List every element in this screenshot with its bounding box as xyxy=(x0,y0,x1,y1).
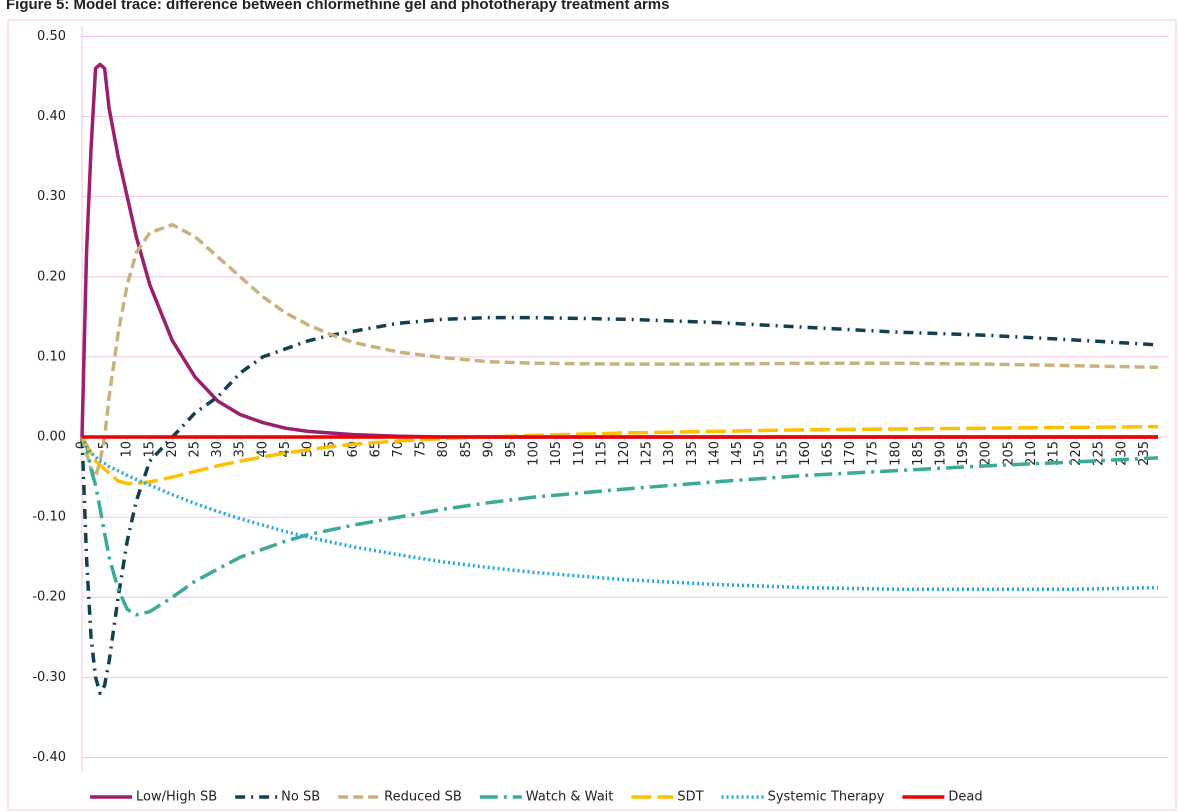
y-tick-label: -0.40 xyxy=(32,750,66,765)
legend-label: Low/High SB xyxy=(136,790,217,805)
x-tick-label: 200 xyxy=(979,441,994,466)
x-tick-label: 25 xyxy=(188,441,203,458)
x-tick-label: 175 xyxy=(866,441,881,466)
x-tick-label: 85 xyxy=(459,441,474,458)
x-tick-label: 160 xyxy=(798,441,813,466)
x-tick-label: 65 xyxy=(368,441,383,458)
legend-label: No SB xyxy=(281,790,320,805)
series-line xyxy=(80,436,1159,617)
x-tick-label: 105 xyxy=(549,441,564,466)
x-tick-label: 190 xyxy=(933,441,948,466)
y-tick-label: -0.10 xyxy=(32,510,66,525)
x-tick-label: 15 xyxy=(142,441,157,458)
y-tick-label: -0.20 xyxy=(32,590,66,605)
series-line xyxy=(80,315,1159,696)
x-tick-label: 155 xyxy=(775,441,790,466)
legend-label: Systemic Therapy xyxy=(768,790,885,805)
chart-title: Figure 5: Model trace: difference betwee… xyxy=(6,0,669,13)
chart-frame xyxy=(7,19,1177,811)
x-tick-label: 100 xyxy=(527,441,542,466)
x-tick-label: 80 xyxy=(436,441,451,458)
x-tick-label: 195 xyxy=(956,441,971,466)
x-tick-label: 75 xyxy=(414,441,429,458)
x-tick-label: 40 xyxy=(255,441,270,458)
y-tick-label: 0.50 xyxy=(37,29,66,44)
legend-label: Watch & Wait xyxy=(526,790,614,805)
x-tick-label: 165 xyxy=(820,441,835,466)
y-tick-label: -0.30 xyxy=(32,670,66,685)
legend-label: Reduced SB xyxy=(384,790,462,805)
x-tick-label: 125 xyxy=(640,441,655,466)
x-tick-label: 140 xyxy=(707,441,722,466)
x-tick-label: 115 xyxy=(594,441,609,466)
y-tick-label: 0.10 xyxy=(37,349,66,364)
x-tick-label: 20 xyxy=(165,441,180,458)
x-tick-label: 130 xyxy=(662,441,677,466)
x-tick-label: 35 xyxy=(233,441,248,458)
y-tick-label: 0.00 xyxy=(37,430,66,445)
x-tick-label: 145 xyxy=(730,441,745,466)
x-tick-label: 205 xyxy=(1001,441,1016,466)
x-tick-label: 30 xyxy=(210,441,225,458)
x-tick-label: 150 xyxy=(753,441,768,466)
x-tick-label: 180 xyxy=(888,441,903,466)
series-line xyxy=(80,436,1159,591)
series-line xyxy=(80,222,1159,479)
legend-label: Dead xyxy=(948,790,982,805)
series-line xyxy=(80,62,1158,439)
x-tick-label: 215 xyxy=(1047,441,1062,466)
x-tick-label: 220 xyxy=(1069,441,1084,466)
x-tick-label: 120 xyxy=(617,441,632,466)
x-tick-label: 170 xyxy=(843,441,858,466)
y-tick-label: 0.40 xyxy=(37,109,66,124)
x-tick-label: 135 xyxy=(685,441,700,466)
x-tick-label: 70 xyxy=(391,441,406,458)
x-tick-label: 210 xyxy=(1024,441,1039,466)
y-tick-label: 0.30 xyxy=(37,189,66,204)
legend-label: SDT xyxy=(677,790,703,805)
y-tick-label: 0.20 xyxy=(37,269,66,284)
x-tick-label: 55 xyxy=(323,441,338,458)
x-tick-label: 230 xyxy=(1114,441,1129,466)
x-tick-label: 10 xyxy=(120,441,135,458)
x-tick-label: 110 xyxy=(572,441,587,466)
series-line xyxy=(80,424,1159,486)
x-tick-label: 235 xyxy=(1137,441,1152,466)
x-tick-label: 185 xyxy=(911,441,926,466)
x-tick-label: 95 xyxy=(504,441,519,458)
x-tick-label: 90 xyxy=(481,441,496,458)
